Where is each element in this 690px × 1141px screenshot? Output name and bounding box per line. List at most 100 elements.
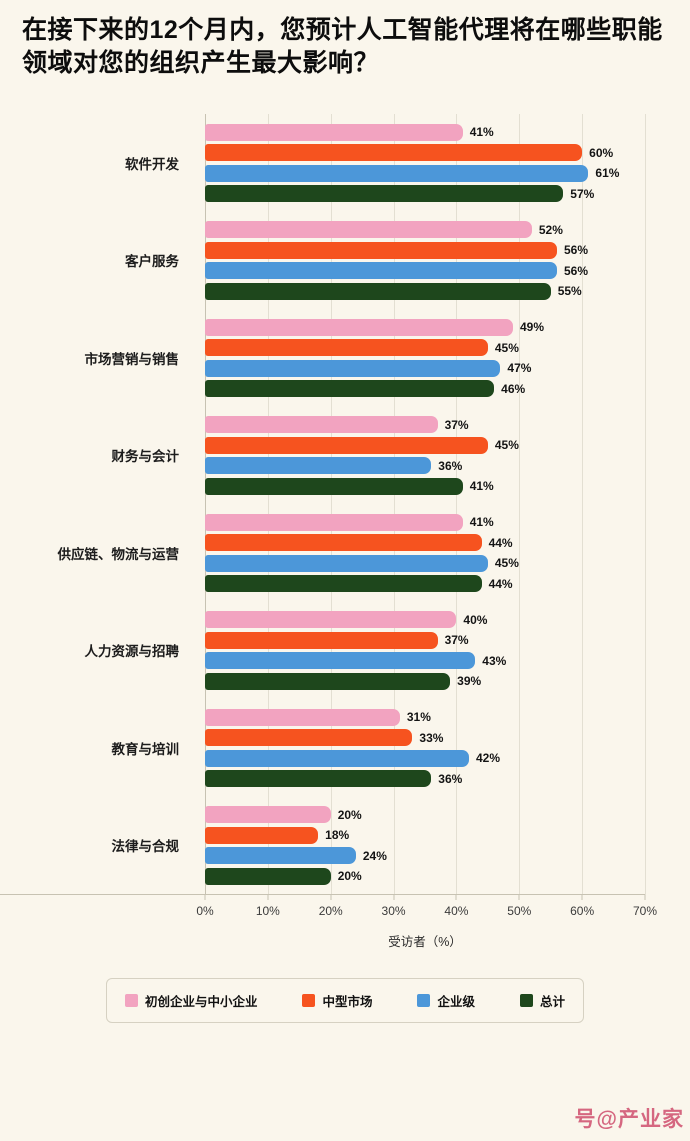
bar-row: 20% [205,806,645,823]
chart-groups: 软件开发 41% 60% 61% 57% 客户服务 52% 56% 56% 55% 市场营销与销售 4… [0,114,645,895]
bar-value-label: 31% [406,710,431,724]
x-tick-label: 40% [444,904,469,918]
legend-item: 总计 [519,991,565,1010]
x-tick-mark [518,895,520,900]
bar-row: 24% [205,847,645,864]
category-group: 财务与会计 37% 45% 36% 41% [0,407,645,505]
bar-row: 41% [205,123,645,141]
x-axis-title: 受访者（%） [388,935,462,949]
bar-value-label: 41% [469,125,494,139]
bar-row: 45% [205,436,645,454]
bar-row: 49% [205,318,645,336]
x-tick-label: 20% [318,904,343,918]
category-group: 人力资源与招聘 40% 37% 43% 39% [0,602,645,700]
bar-chart: 软件开发 41% 60% 61% 57% 客户服务 52% 56% 56% 55% 市场营销与销售 4… [0,114,690,950]
bar [205,867,331,885]
bar [205,729,413,746]
page-title: 在接下来的12个月内，您预计人工智能代理将在哪些职能领域对您的组织产生最大影响？ [22,16,663,77]
category-label: 教育与培训 [111,741,180,757]
category-group: 客户服务 52% 56% 56% 55% [0,212,645,310]
bar-value-label: 44% [488,535,513,550]
bar-row: 31% [205,708,645,726]
bar [205,436,488,454]
legend-swatch-icon [417,994,431,1007]
bars-container: 40% 37% 43% 39% [205,608,645,694]
bar-value-label: 60% [589,145,614,160]
bar-row: 43% [205,652,645,669]
bar-row: 56% [205,241,645,259]
bar [205,282,551,300]
bars-container: 52% 56% 56% 55% [205,218,645,304]
bar-row: 41% [205,477,645,495]
legend-swatch-icon [125,994,138,1007]
legend-item: 中型市场 [302,991,373,1010]
bar [205,380,495,397]
bar-value-label: 47% [507,361,532,375]
gridline-70% [645,114,646,895]
category-label: 财务与会计 [111,449,180,465]
bar-value-label: 56% [564,243,589,257]
bars-container: 49% 45% 47% 46% [205,315,645,401]
plot-area: 软件开发 41% 60% 61% 57% 客户服务 52% 56% 56% 55% 市场营销与销售 4… [0,114,690,895]
bar [205,123,463,141]
bar-value-label: 56% [564,263,589,278]
bars-container: 31% 33% 42% 36% [205,705,645,791]
bar-value-label: 49% [520,320,545,334]
bar-row: 33% [205,729,645,746]
bars-container: 37% 45% 36% 41% [205,413,645,499]
x-tick-mark [204,895,206,900]
bar [205,806,331,823]
bar-value-label: 57% [570,186,595,201]
legend-item: 企业级 [417,991,475,1010]
bar [205,241,557,259]
bar-value-label: 36% [438,458,463,473]
bar [205,575,482,592]
bar [205,318,513,336]
bar [205,513,463,531]
category-label: 供应链、物流与运营 [57,546,180,562]
x-tick-label: 60% [570,904,595,918]
bar-value-label: 44% [488,576,513,591]
x-tick-label: 50% [507,904,532,918]
bar [205,611,457,628]
bar-value-label: 41% [469,515,494,529]
category-group: 市场营销与销售 49% 45% 47% 46% [0,309,645,407]
x-tick-label: 70% [632,904,658,918]
bar-value-label: 61% [595,166,620,180]
bar [205,262,557,279]
bar-value-label: 42% [476,751,501,765]
bar-value-label: 33% [419,730,444,745]
x-tick-label: 30% [381,904,406,918]
x-tick-mark [330,895,332,900]
bar-value-label: 37% [444,417,469,432]
legend-label: 中型市场 [322,995,373,1009]
x-tick-mark [581,895,583,900]
bar-row: 41% [205,513,645,531]
bar-row: 37% [205,416,645,433]
bars-container: 41% 44% 45% 44% [205,510,645,596]
bar-value-label: 39% [457,674,482,688]
bar-row: 42% [205,749,645,767]
x-tick-label: 0% [196,904,214,918]
bar-row: 57% [205,185,645,202]
bar-value-label: 52% [538,222,563,237]
bar-row: 55% [205,282,645,300]
bar [205,534,482,551]
category-group: 供应链、物流与运营 41% 44% 45% 44% [0,504,645,602]
bar [205,631,438,649]
bar-row: 39% [205,672,645,690]
bar-value-label: 20% [337,869,362,883]
bar [205,554,488,572]
bar [205,416,438,433]
bar-row: 37% [205,631,645,649]
bar-value-label: 24% [362,848,387,863]
x-tick-mark [393,895,395,900]
bar-row: 45% [205,339,645,356]
bar-value-label: 43% [482,653,507,668]
legend-swatch-icon [302,994,316,1007]
bar-row: 20% [205,867,645,885]
bar-row: 18% [205,826,645,844]
bar-row: 36% [205,457,645,474]
bar-row: 44% [205,575,645,592]
bar-row: 56% [205,262,645,279]
